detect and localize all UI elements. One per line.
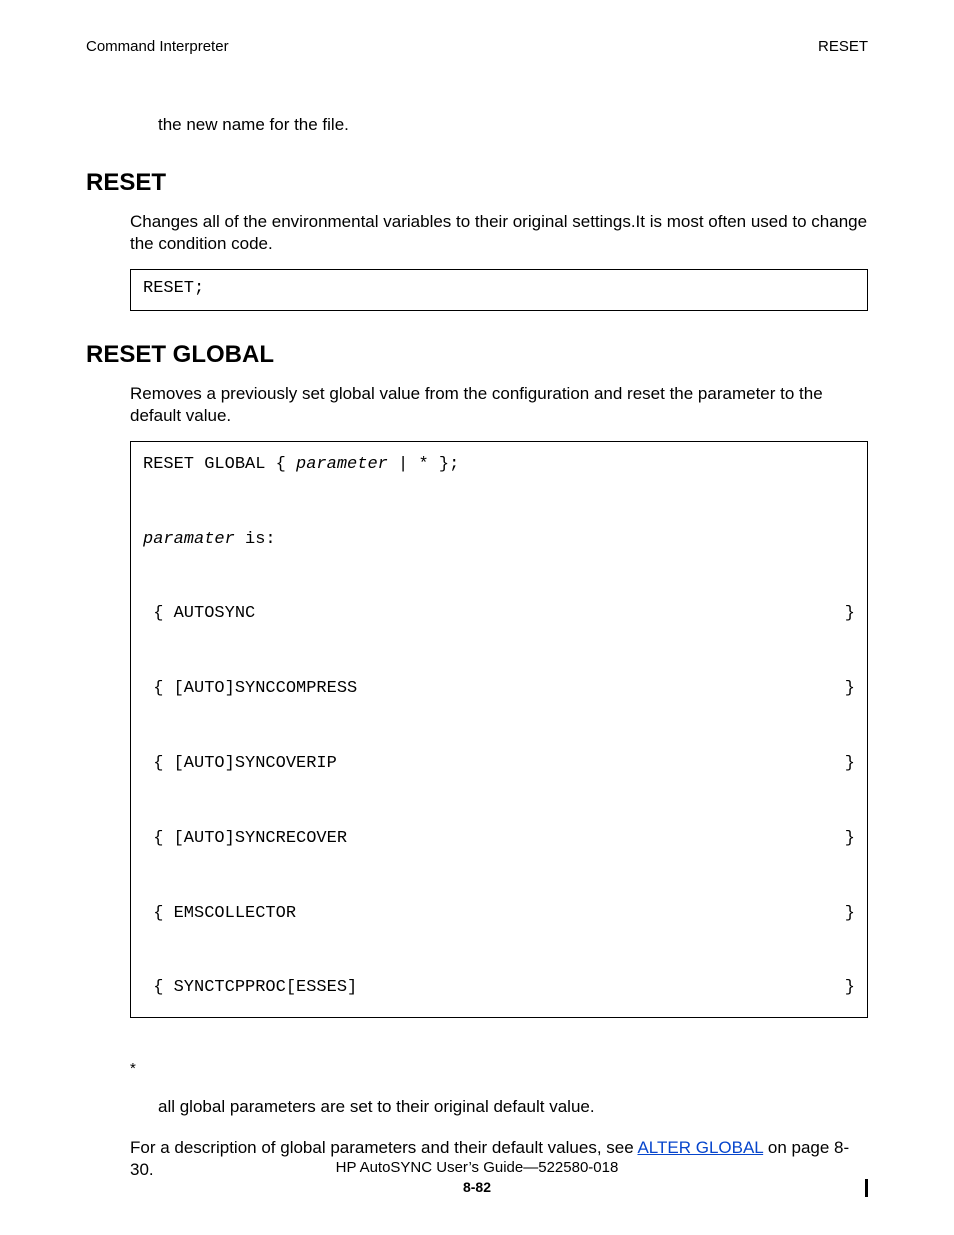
reset-code-box: RESET; [130, 269, 868, 311]
code-row: { [AUTO]SYNCOVERIP} [143, 745, 855, 782]
asterisk-symbol: * [130, 1060, 868, 1077]
change-bar-icon [865, 1179, 868, 1197]
reset-global-heading: RESET GLOBAL [86, 341, 868, 369]
row-right: } [845, 895, 855, 932]
reset-global-code-box: RESET GLOBAL { parameter | * }; paramate… [130, 441, 868, 1018]
row-left: { AUTOSYNC [143, 595, 255, 632]
code-suffix: | * }; [388, 455, 459, 474]
param-label-rest: is: [235, 530, 276, 549]
reset-body: Changes all of the environmental variabl… [130, 211, 868, 255]
param-label-italic: paramater [143, 530, 235, 549]
asterisk-desc: all global parameters are set to their o… [158, 1097, 868, 1117]
row-left: { SYNCTCPPROC[ESSES] [143, 969, 357, 1006]
header-right: RESET [818, 38, 868, 55]
row-left: { [AUTO]SYNCCOMPRESS [143, 670, 357, 707]
reset-global-body: Removes a previously set global value fr… [130, 383, 868, 427]
code-row: { EMSCOLLECTOR} [143, 895, 855, 932]
reset-code: RESET; [143, 279, 204, 298]
footer: HP AutoSYNC User’s Guide—522580-018 8-82 [0, 1158, 954, 1197]
row-right: } [845, 969, 855, 1006]
code-row: { AUTOSYNC} [143, 595, 855, 632]
reset-heading: RESET [86, 169, 868, 197]
code-row: { SYNCTCPPROC[ESSES]} [143, 969, 855, 1006]
header-left: Command Interpreter [86, 38, 229, 55]
code-prefix: RESET GLOBAL { [143, 455, 296, 474]
page: Command Interpreter RESET the new name f… [0, 0, 954, 1235]
row-left: { [AUTO]SYNCRECOVER [143, 820, 347, 857]
running-header: Command Interpreter RESET [86, 38, 868, 55]
row-left: { EMSCOLLECTOR [143, 895, 296, 932]
row-right: } [845, 745, 855, 782]
continuation-text: the new name for the file. [158, 115, 868, 135]
code-line-1: RESET GLOBAL { parameter | * }; [143, 446, 855, 483]
code-line-2: paramater is: [143, 521, 855, 558]
footer-page: 8-82 [0, 1178, 954, 1197]
code-row: { [AUTO]SYNCCOMPRESS} [143, 670, 855, 707]
ref-prefix: For a description of global parameters a… [130, 1138, 637, 1157]
row-right: } [845, 595, 855, 632]
code-param: parameter [296, 455, 388, 474]
alter-global-link[interactable]: ALTER GLOBAL [637, 1138, 763, 1157]
row-right: } [845, 670, 855, 707]
footer-title: HP AutoSYNC User’s Guide—522580-018 [0, 1158, 954, 1178]
code-row: { [AUTO]SYNCRECOVER} [143, 820, 855, 857]
row-left: { [AUTO]SYNCOVERIP [143, 745, 337, 782]
row-right: } [845, 820, 855, 857]
